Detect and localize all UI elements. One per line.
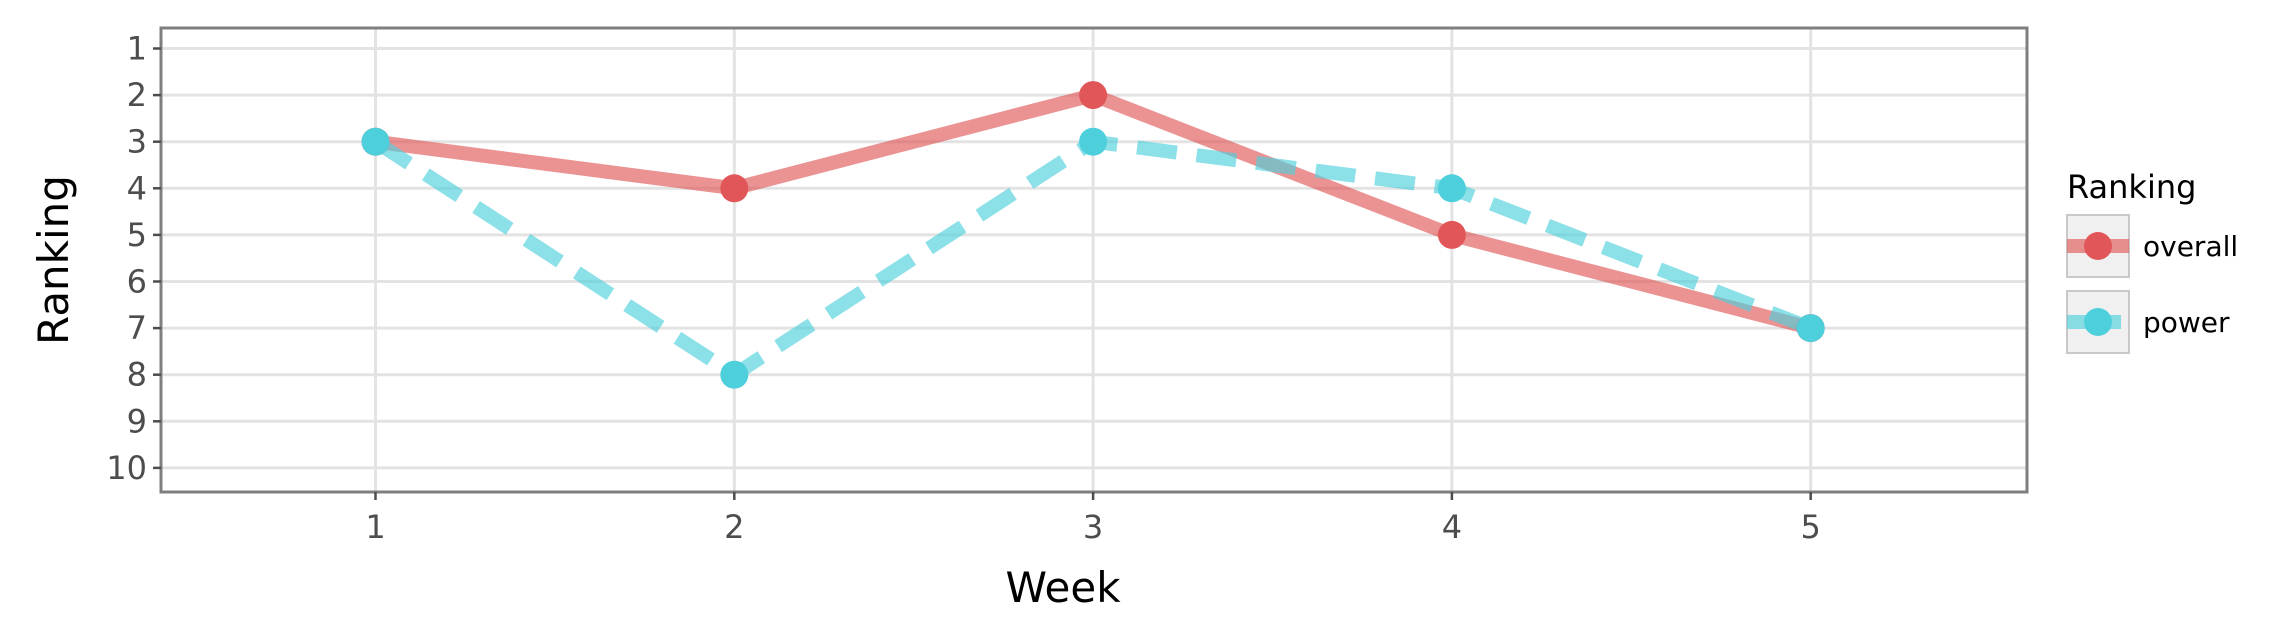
legend-items: overall power [2066, 214, 2238, 354]
y-tick-label: 5 [127, 216, 147, 254]
legend-key-point [2084, 232, 2112, 260]
y-tick-label: 1 [127, 30, 147, 68]
legend: Ranking overall power [2066, 168, 2238, 354]
x-tick-label: 5 [1801, 508, 1821, 546]
legend-label-power: power [2143, 306, 2230, 339]
legend-key-point [2084, 308, 2112, 336]
data-point-power [1796, 314, 1825, 343]
legend-label-overall: overall [2143, 230, 2238, 263]
x-axis-title: Week [1005, 563, 1121, 612]
y-tick-label: 3 [127, 123, 147, 161]
y-tick-label: 6 [127, 263, 147, 301]
y-tick-label: 2 [127, 76, 147, 114]
axis-ticks: 1 2 3 4 5 6 7 8 9 10 1 2 3 4 5 [106, 30, 1821, 547]
y-tick-label: 8 [127, 356, 147, 394]
data-point-power [1079, 127, 1108, 156]
data-point-power [1437, 174, 1466, 203]
y-axis-title: Ranking [29, 175, 78, 345]
data-point-power [361, 127, 390, 156]
x-tick-label: 1 [365, 508, 385, 546]
y-tick-label: 7 [127, 309, 147, 347]
data-point-overall [720, 174, 749, 203]
data-point-overall [1079, 81, 1108, 110]
y-tick-label: 10 [106, 449, 147, 487]
legend-title: Ranking [2067, 168, 2196, 206]
x-tick-label: 3 [1083, 508, 1103, 546]
y-tick-label: 9 [127, 402, 147, 440]
data-point-overall [1437, 220, 1466, 249]
x-tick-label: 4 [1442, 508, 1462, 546]
series-lines [361, 81, 1825, 389]
data-point-power [720, 360, 749, 389]
y-tick-label: 4 [127, 169, 147, 207]
x-tick-label: 2 [724, 508, 744, 546]
